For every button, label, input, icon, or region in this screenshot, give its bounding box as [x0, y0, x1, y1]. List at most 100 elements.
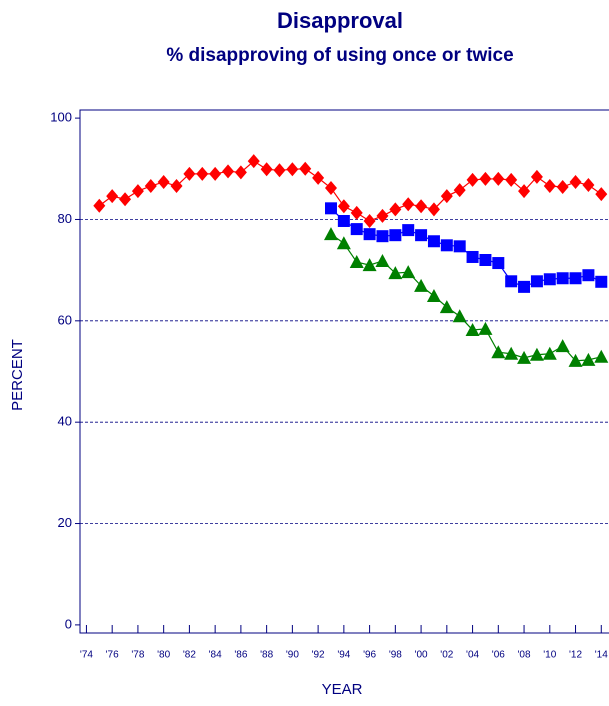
data-point [363, 228, 376, 241]
data-point [478, 321, 493, 335]
data-point [402, 224, 415, 237]
y-axis-label: PERCENT [9, 339, 26, 411]
data-point [299, 161, 312, 176]
data-point [337, 214, 350, 227]
data-point [376, 208, 389, 223]
x-tick-label: '10 [543, 650, 556, 661]
data-point [440, 189, 453, 204]
data-point [170, 179, 183, 194]
data-point [452, 309, 467, 323]
x-tick-label: '84 [209, 650, 222, 661]
data-point [466, 172, 479, 187]
data-point [568, 353, 583, 367]
data-point [336, 236, 351, 250]
x-tick-label: '74 [80, 650, 93, 661]
x-tick-label: '78 [131, 650, 144, 661]
data-point [324, 181, 337, 196]
y-tick-label: 20 [58, 515, 72, 530]
data-point [131, 184, 144, 199]
data-point [530, 169, 543, 184]
data-point [363, 213, 376, 228]
x-tick-label: '08 [518, 650, 531, 661]
data-point [106, 189, 119, 204]
data-point [479, 171, 492, 186]
data-point [273, 163, 286, 178]
data-point [401, 265, 416, 279]
x-tick-label: '04 [466, 650, 479, 661]
y-tick-label: 0 [65, 616, 72, 631]
data-point [349, 255, 364, 269]
plot-frame [79, 109, 609, 634]
x-tick-label: '06 [492, 650, 505, 661]
chart-title: Disapproval [277, 8, 403, 33]
data-point [222, 164, 235, 179]
data-point [569, 174, 582, 189]
x-tick-label: '98 [389, 650, 402, 661]
x-tick-label: '96 [363, 650, 376, 661]
data-point [518, 184, 531, 199]
data-point [388, 266, 403, 280]
x-tick-label: '14 [595, 650, 608, 661]
data-point [453, 183, 466, 198]
data-point [414, 278, 429, 292]
data-point [350, 205, 363, 220]
data-point [323, 227, 338, 241]
data-point [157, 174, 170, 189]
data-point [581, 352, 596, 366]
x-tick-label: '82 [183, 650, 196, 661]
y-tick-label: 100 [50, 110, 72, 125]
data-point [375, 254, 390, 268]
y-tick-label: 60 [58, 312, 72, 327]
data-point [439, 300, 454, 314]
chart-subtitle: % disapproving of using once or twice [166, 45, 513, 66]
data-point [582, 178, 595, 193]
data-point [234, 165, 247, 180]
data-point [505, 172, 518, 187]
data-point [518, 280, 531, 293]
data-point [362, 258, 377, 272]
data-point [260, 162, 273, 177]
data-point [543, 273, 556, 286]
data-point [440, 239, 453, 252]
x-tick-label: '00 [415, 650, 428, 661]
data-point [312, 170, 325, 185]
data-point [466, 250, 479, 263]
data-point [529, 347, 544, 361]
data-point [427, 202, 440, 217]
data-point [479, 254, 492, 267]
x-tick-label: '86 [234, 650, 247, 661]
x-tick-label: '94 [337, 650, 350, 661]
data-point [337, 199, 350, 214]
data-point [491, 345, 506, 359]
data-point [350, 223, 363, 236]
data-point [183, 166, 196, 181]
data-point [415, 229, 428, 242]
data-point [555, 339, 570, 353]
data-point [556, 272, 569, 285]
data-point [517, 350, 532, 364]
data-point [465, 322, 480, 336]
data-point [119, 192, 132, 207]
data-point [556, 180, 569, 195]
data-point [402, 197, 415, 212]
data-point [492, 257, 505, 270]
data-point [530, 275, 543, 288]
data-point [389, 202, 402, 217]
data-point [144, 179, 157, 194]
data-point [582, 269, 595, 282]
data-point [569, 272, 582, 285]
x-tick-label: '02 [440, 650, 453, 661]
data-point [93, 198, 106, 213]
data-point [543, 179, 556, 194]
data-point [542, 346, 557, 360]
series-line [330, 233, 602, 362]
data-point [286, 162, 299, 177]
data-point [505, 275, 518, 288]
series-line [98, 160, 602, 222]
data-point [196, 166, 209, 181]
y-tick-label: 40 [58, 414, 72, 429]
x-tick-label: '76 [106, 650, 119, 661]
data-point [389, 229, 402, 242]
x-tick-label: '88 [260, 650, 273, 661]
